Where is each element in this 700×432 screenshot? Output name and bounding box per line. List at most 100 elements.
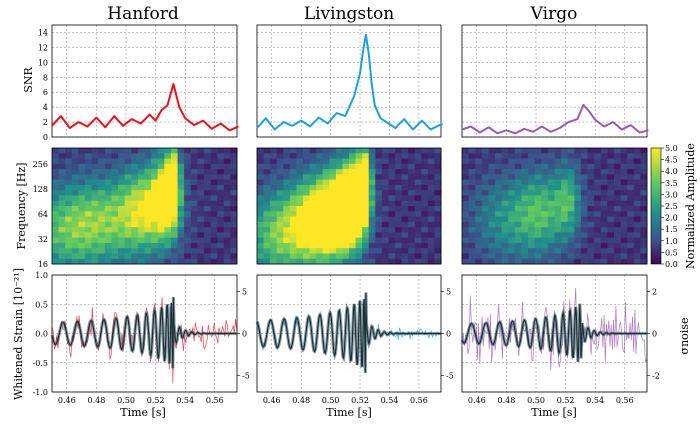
spectrogram-cell	[65, 206, 73, 212]
spectrogram-cell	[151, 248, 159, 254]
spectrogram-cell	[322, 190, 330, 196]
spectrogram-cell	[335, 179, 343, 186]
spectrogram-cell	[600, 237, 608, 244]
spectrogram-cell	[217, 237, 225, 244]
spectrogram-cell	[104, 163, 112, 170]
spectrogram-cell	[401, 190, 409, 196]
freq-tick-label: 16	[38, 260, 48, 269]
spectrogram-cell	[170, 258, 178, 265]
spectrogram-cell	[151, 169, 159, 175]
spectrogram-cell	[137, 211, 145, 217]
spectrogram-cell	[170, 221, 178, 228]
spectrogram-cell	[368, 232, 376, 239]
spectrogram-cell	[91, 158, 99, 165]
spectrogram-cell	[580, 258, 588, 265]
spectrogram-cell	[381, 195, 389, 202]
spectrogram-cell	[395, 221, 402, 228]
spectrogram-cell	[427, 174, 435, 181]
spectrogram-cell	[91, 248, 99, 254]
spectrogram-cell	[52, 184, 60, 191]
spectrogram-cell	[177, 258, 185, 265]
spectrogram-cell	[349, 221, 356, 228]
spectrogram-cell	[495, 169, 503, 175]
spectrogram-cell	[283, 221, 291, 228]
spectrogram-cell	[349, 237, 356, 244]
spectrogram-cell	[78, 179, 86, 186]
spectrogram-cell	[151, 148, 159, 154]
spectrogram-cell	[368, 206, 376, 212]
spectrogram-cell	[203, 253, 211, 260]
spectrogram-cell	[177, 216, 185, 223]
spectrogram-cell	[263, 211, 271, 217]
spectrogram-cell	[71, 148, 79, 154]
spectrogram-cell	[263, 179, 271, 186]
spectrogram-cell	[607, 184, 615, 191]
spectrogram-cell	[98, 221, 106, 228]
spectrogram-cell	[475, 242, 483, 249]
spectrogram-cell	[468, 206, 476, 212]
spectrogram-cell	[574, 211, 582, 217]
spectrogram-cell	[362, 153, 370, 159]
spectrogram-cell	[316, 253, 324, 260]
spectrogram-cell	[362, 206, 370, 212]
spectrogram-cell	[587, 221, 595, 228]
spectrogram-cell	[203, 248, 211, 254]
spectrogram-cell	[508, 253, 516, 260]
spectrogram-cell	[144, 253, 152, 260]
spectrogram-cell	[322, 237, 330, 244]
spectrogram-cell	[488, 200, 496, 207]
spectrogram-cell	[495, 179, 503, 186]
spectrogram-cell	[620, 195, 628, 202]
spectrogram-cell	[263, 258, 271, 265]
spectrogram-cell	[257, 158, 264, 165]
spectrogram-cell	[71, 195, 79, 202]
spectrogram-cell	[303, 206, 310, 212]
spectrogram-cell	[362, 221, 370, 228]
spectrogram-cell	[52, 148, 60, 154]
spectrogram-cell	[401, 242, 409, 249]
spectrogram-cell	[434, 216, 442, 223]
spectrogram-cell	[230, 206, 238, 212]
spectrogram-cell	[177, 211, 185, 217]
spectrogram-cell	[534, 227, 542, 233]
spectrogram-cell	[514, 163, 522, 170]
spectrogram-cell	[434, 148, 442, 154]
spectrogram-cell	[627, 184, 635, 191]
spectrogram-cell	[554, 221, 562, 228]
spectrogram-cell	[434, 158, 442, 165]
spectrogram-cell	[362, 190, 370, 196]
spectrogram-cell	[118, 258, 126, 265]
spectrogram-cell	[164, 184, 172, 191]
spectrogram-cell	[508, 200, 516, 207]
spectrogram-cell	[600, 169, 608, 175]
spectrogram-cell	[65, 237, 73, 244]
spectrogram-cell	[640, 153, 648, 159]
spectrogram-cell	[276, 242, 284, 249]
spectrogram-cell	[475, 221, 483, 228]
spectrogram-cell	[164, 242, 172, 249]
spectrogram-cell	[124, 216, 132, 223]
colorbar-tick-label: 3.5	[665, 179, 678, 188]
spectrogram-cell	[137, 200, 145, 207]
spectrogram-cell	[368, 190, 376, 196]
spectrogram-cell	[388, 148, 396, 154]
spectrogram-cell	[501, 179, 509, 186]
spectrogram-cell	[296, 258, 304, 265]
spectrogram-cell	[541, 216, 549, 223]
spectrogram-cell	[355, 237, 363, 244]
spectrogram-cell	[534, 206, 542, 212]
spectrogram-cell	[620, 174, 628, 181]
spectrogram-cell	[184, 221, 192, 228]
spectrogram-cell	[197, 227, 205, 233]
spectrogram-cell	[355, 206, 363, 212]
spectrogram-cell	[210, 148, 218, 154]
spectrogram-cell	[561, 242, 569, 249]
spectrogram-cell	[388, 253, 396, 260]
spectrogram-cell	[52, 237, 60, 244]
spectrogram-cell	[184, 158, 192, 165]
spectrogram-cell	[521, 200, 529, 207]
spectrogram-cell	[620, 184, 628, 191]
spectrogram-cell	[85, 200, 93, 207]
spectrogram-cell	[270, 190, 278, 196]
